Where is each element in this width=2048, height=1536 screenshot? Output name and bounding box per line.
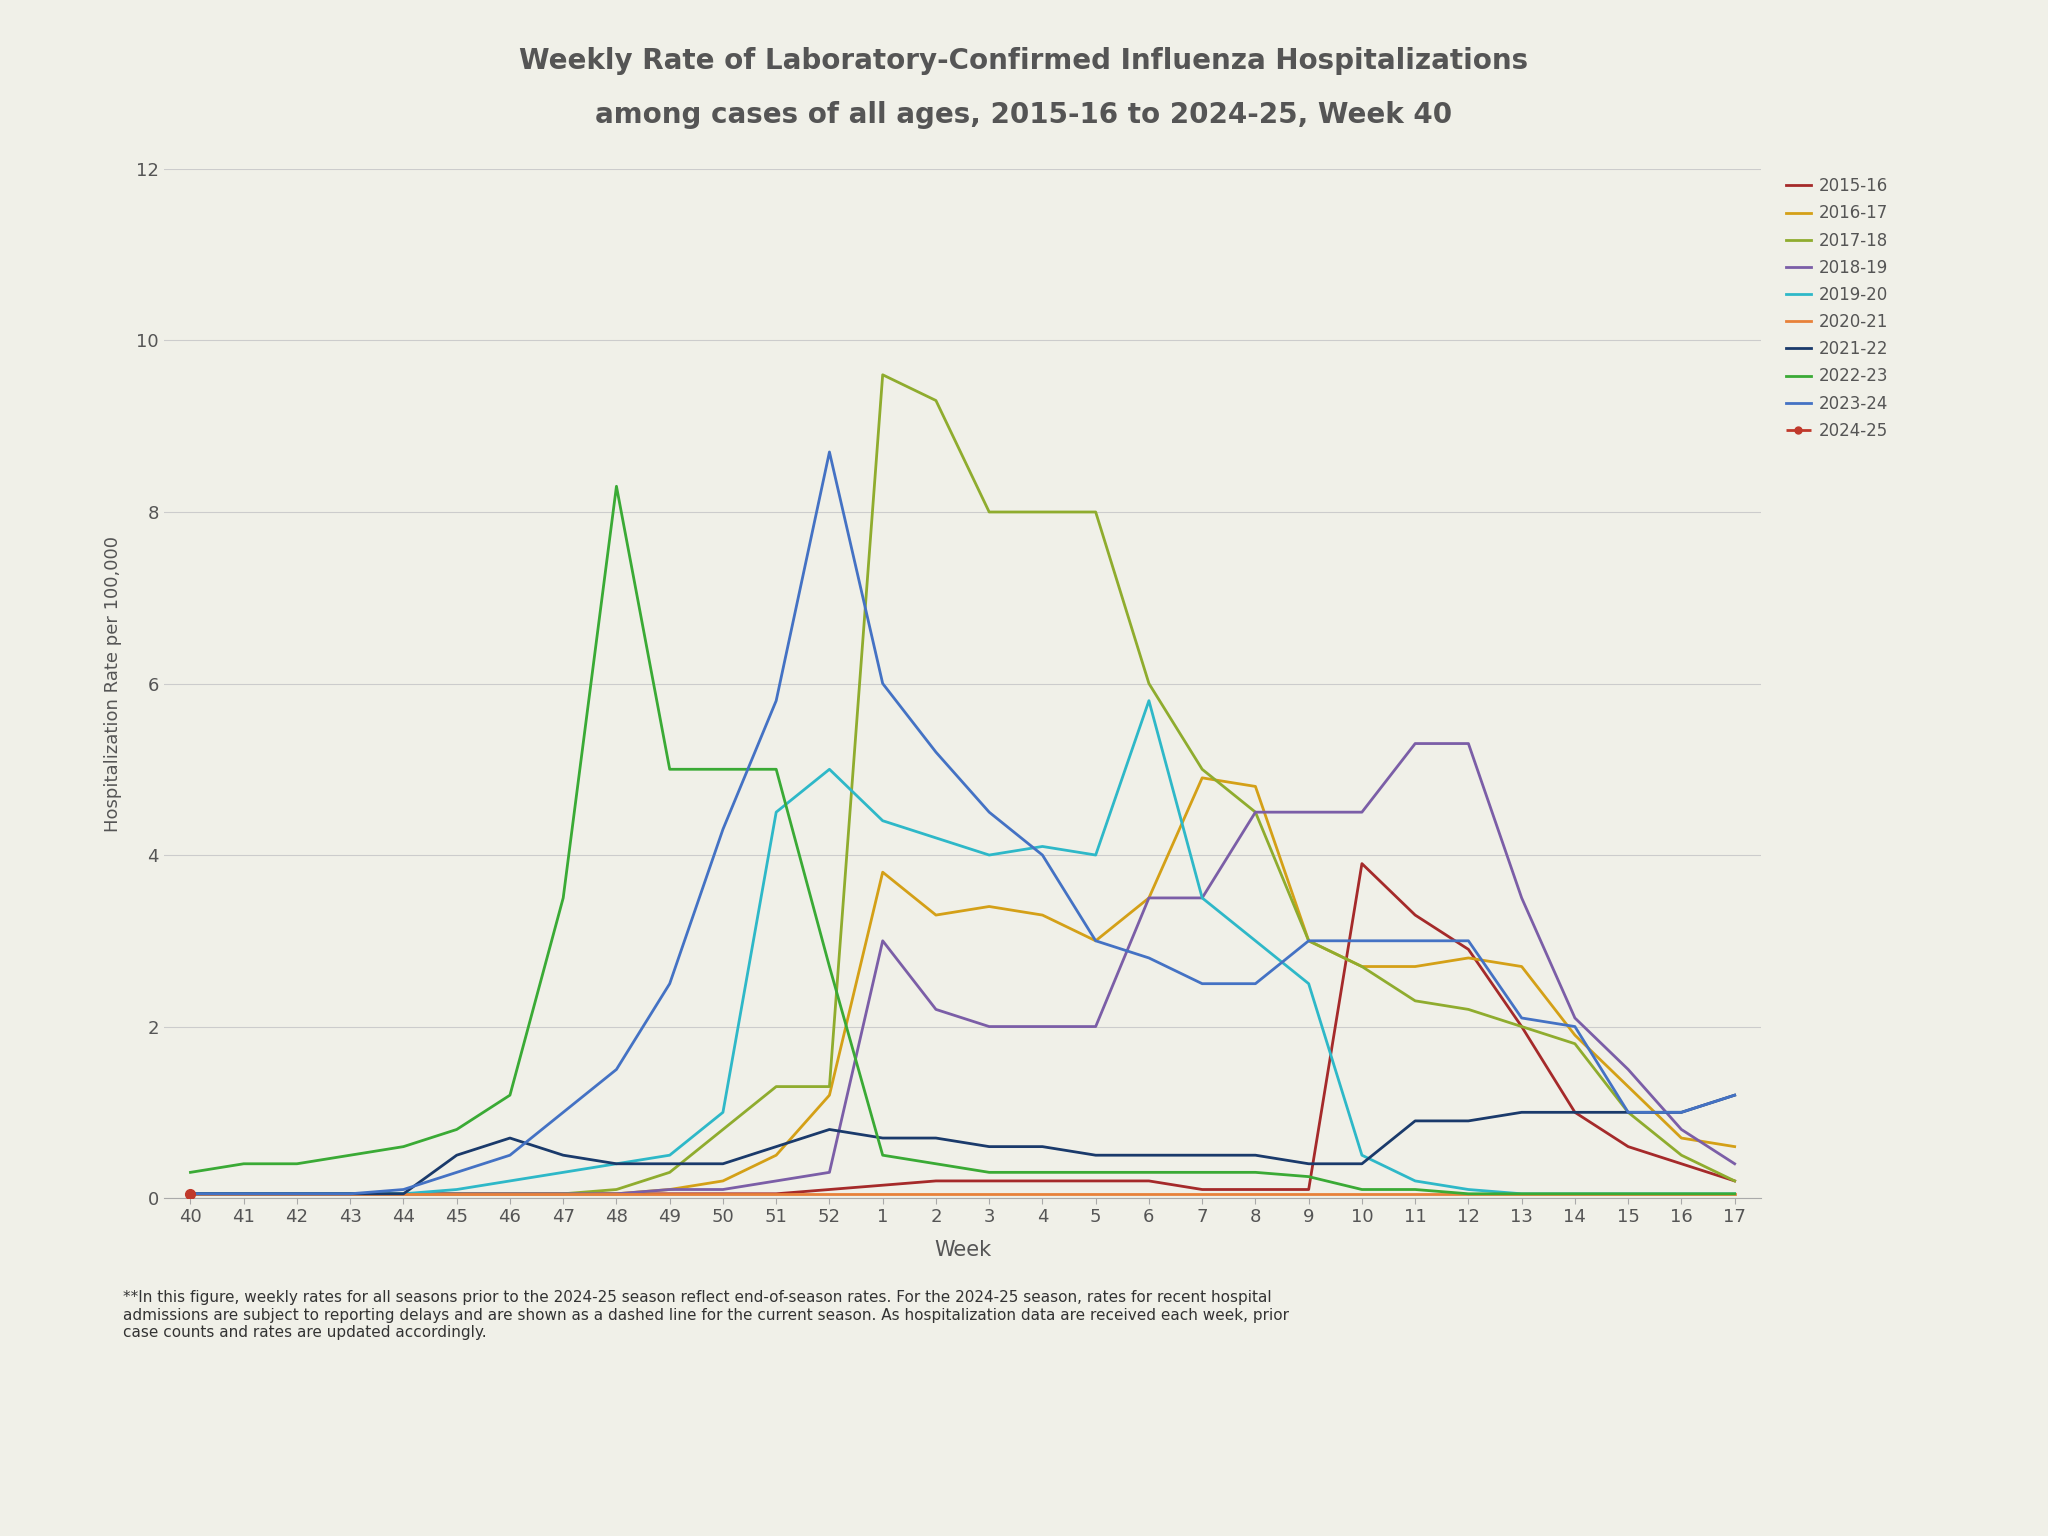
Y-axis label: Hospitalization Rate per 100,000: Hospitalization Rate per 100,000 — [104, 536, 123, 831]
X-axis label: Week: Week — [934, 1241, 991, 1261]
Text: **In this figure, weekly rates for all seasons prior to the 2024-25 season refle: **In this figure, weekly rates for all s… — [123, 1290, 1288, 1339]
Text: Weekly Rate of Laboratory-Confirmed Influenza Hospitalizations: Weekly Rate of Laboratory-Confirmed Infl… — [520, 48, 1528, 75]
Text: among cases of all ages, 2015-16 to 2024-25, Week 40: among cases of all ages, 2015-16 to 2024… — [596, 101, 1452, 129]
Legend: 2015-16, 2016-17, 2017-18, 2018-19, 2019-20, 2020-21, 2021-22, 2022-23, 2023-24,: 2015-16, 2016-17, 2017-18, 2018-19, 2019… — [1786, 177, 1888, 439]
